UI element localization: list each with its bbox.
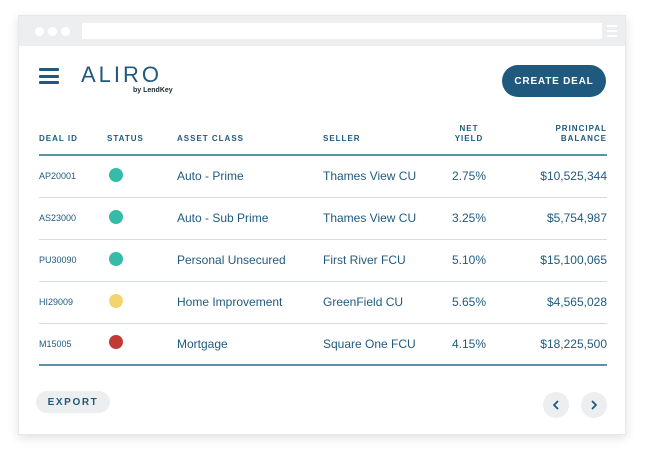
net-yield-cell: 2.75% [443, 155, 495, 198]
net-yield-line-1: NET [459, 124, 479, 133]
column-header-seller[interactable]: SELLER [323, 124, 443, 156]
net-yield-cell: 4.15% [443, 323, 495, 366]
deals-table: DEAL ID STATUS ASSET CLASS SELLER NET YIE… [39, 124, 607, 366]
asset-class-cell: Personal Unsecured [177, 239, 323, 282]
principal-line-2: BALANCE [560, 134, 607, 143]
deal-id-cell[interactable]: AS23000 [39, 197, 107, 240]
table-header-row: DEAL ID STATUS ASSET CLASS SELLER NET YIE… [39, 124, 607, 156]
table-row[interactable]: M15005 Mortgage Square One FCU 4.15% $18… [39, 323, 607, 366]
column-header-principal-balance[interactable]: PRINCIPAL BALANCE [495, 124, 607, 156]
create-deal-button[interactable]: CREATE DEAL [502, 65, 606, 97]
hamburger-menu-icon[interactable] [39, 68, 59, 84]
status-dot-icon [109, 293, 123, 308]
deal-id-cell[interactable]: HI29009 [39, 281, 107, 324]
deal-id-cell[interactable]: M15005 [39, 323, 107, 366]
status-cell [107, 197, 177, 240]
next-page-button[interactable] [581, 392, 607, 418]
seller-cell: First River FCU [323, 239, 443, 282]
net-yield-line-2: YIELD [454, 134, 484, 143]
status-cell [107, 239, 177, 282]
asset-class-cell: Auto - Sub Prime [177, 197, 323, 240]
previous-page-button[interactable] [543, 392, 569, 418]
app-header: ALIRO by LendKey CREATE DEAL [19, 46, 625, 124]
column-header-net-yield[interactable]: NET YIELD [443, 124, 495, 156]
brand-logo: ALIRO by LendKey [81, 62, 173, 95]
column-header-asset-class[interactable]: ASSET CLASS [177, 124, 323, 156]
chevron-right-icon [591, 400, 597, 410]
seller-cell: Thames View CU [323, 197, 443, 240]
asset-class-cell: Home Improvement [177, 281, 323, 324]
column-header-deal-id[interactable]: DEAL ID [39, 124, 107, 156]
export-button[interactable]: EXPORT [36, 391, 110, 413]
window-controls [35, 26, 70, 36]
principal-line-1: PRINCIPAL [555, 124, 607, 133]
deal-id-cell[interactable]: PU30090 [39, 239, 107, 282]
status-dot-icon [109, 167, 123, 182]
status-cell [107, 281, 177, 324]
status-cell [107, 323, 177, 366]
net-yield-cell: 5.10% [443, 239, 495, 282]
principal-balance-cell: $5,754,987 [495, 197, 607, 240]
asset-class-cell: Mortgage [177, 323, 323, 366]
deal-id-cell[interactable]: AP20001 [39, 155, 107, 198]
principal-balance-cell: $4,565,028 [495, 281, 607, 324]
asset-class-cell: Auto - Prime [177, 155, 323, 198]
status-dot-icon [109, 335, 123, 350]
principal-balance-cell: $15,100,065 [495, 239, 607, 282]
browser-chrome [19, 16, 625, 46]
seller-cell: Square One FCU [323, 323, 443, 366]
table-row[interactable]: AP20001 Auto - Prime Thames View CU 2.75… [39, 155, 607, 198]
logo-wordmark: ALIRO [81, 62, 163, 87]
principal-balance-cell: $10,525,344 [495, 155, 607, 198]
table-row[interactable]: PU30090 Personal Unsecured First River F… [39, 239, 607, 282]
seller-cell: GreenField CU [323, 281, 443, 324]
browser-menu-icon[interactable] [607, 25, 617, 37]
column-header-status[interactable]: STATUS [107, 124, 177, 156]
window-dot[interactable] [35, 26, 44, 36]
window-dot[interactable] [61, 26, 70, 36]
table-row[interactable]: AS23000 Auto - Sub Prime Thames View CU … [39, 197, 607, 240]
status-dot-icon [109, 251, 123, 266]
address-bar[interactable] [82, 23, 602, 39]
chevron-left-icon [553, 400, 559, 410]
net-yield-cell: 5.65% [443, 281, 495, 324]
net-yield-cell: 3.25% [443, 197, 495, 240]
seller-cell: Thames View CU [323, 155, 443, 198]
principal-balance-cell: $18,225,500 [495, 323, 607, 366]
status-dot-icon [109, 209, 123, 224]
table-row[interactable]: HI29009 Home Improvement GreenField CU 5… [39, 281, 607, 324]
window-dot[interactable] [48, 26, 57, 36]
status-cell [107, 155, 177, 198]
browser-window: ALIRO by LendKey CREATE DEAL DEAL ID STA… [18, 15, 626, 435]
logo-tagline: by LendKey [133, 87, 173, 94]
